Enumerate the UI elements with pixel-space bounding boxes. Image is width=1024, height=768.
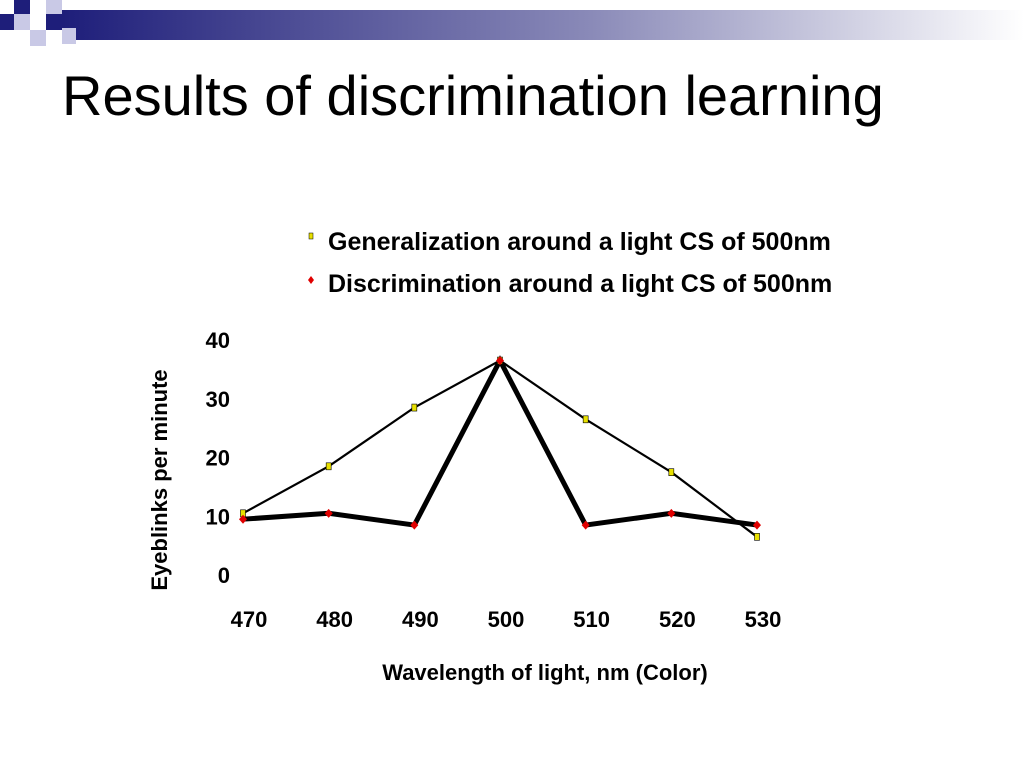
discrimination-point: [239, 514, 247, 524]
discrimination-point: [581, 520, 590, 530]
generalization-point: [668, 468, 675, 476]
discrimination-point: [753, 520, 761, 530]
x-tick-label: 530: [745, 607, 782, 632]
slide-title: Results of discrimination learning: [62, 64, 884, 127]
y-tick-label: 20: [206, 446, 230, 471]
series-line-generalization: [242, 359, 758, 538]
y-tick-label: 10: [206, 504, 230, 529]
generalization-point: [754, 533, 760, 541]
y-tick-label: 0: [218, 563, 230, 588]
series-line-discrimination: [242, 355, 758, 528]
chart-legend: Generalization around a light CS of 500n…: [308, 228, 832, 298]
generalization-point: [325, 462, 332, 471]
decor-square: [0, 14, 14, 30]
decor-square: [30, 30, 46, 46]
generalization-point: [411, 403, 418, 412]
x-tick-label: 500: [488, 607, 525, 632]
decor-square: [0, 0, 14, 14]
y-tick-label: 40: [206, 328, 230, 353]
x-tick-label: 480: [316, 607, 353, 632]
series-layer: [239, 355, 761, 541]
x-tick-label: 490: [402, 607, 439, 632]
discrimination-point: [410, 520, 419, 530]
legend-marker-generalization: [308, 232, 314, 240]
x-axis-ticks: 470 480 490 500 510 520 530: [231, 607, 782, 632]
y-axis-ticks: 0 10 20 30 40: [206, 328, 230, 588]
y-tick-label: 30: [206, 387, 230, 412]
x-tick-label: 520: [659, 607, 696, 632]
discrimination-point: [496, 356, 504, 366]
slide-header-decoration: [0, 0, 1024, 46]
y-axis-label: Eyeblinks per minute: [147, 369, 172, 590]
decor-square: [62, 28, 76, 44]
decor-square: [14, 0, 30, 14]
generalization-point: [582, 415, 589, 424]
discrimination-point: [324, 508, 333, 518]
legend-label: Discrimination around a light CS of 500n…: [328, 270, 832, 298]
decor-square: [46, 14, 62, 30]
title-gradient-bar: [62, 10, 1024, 40]
legend-label: Generalization around a light CS of 500n…: [328, 228, 831, 256]
decor-square: [46, 0, 62, 14]
x-tick-label: 470: [231, 607, 268, 632]
x-axis-label: Wavelength of light, nm (Color): [382, 660, 708, 685]
discrimination-point: [667, 508, 676, 518]
decor-square: [30, 14, 46, 30]
x-tick-label: 510: [573, 607, 610, 632]
decor-square: [14, 14, 30, 30]
legend-marker-discrimination: [308, 276, 314, 284]
